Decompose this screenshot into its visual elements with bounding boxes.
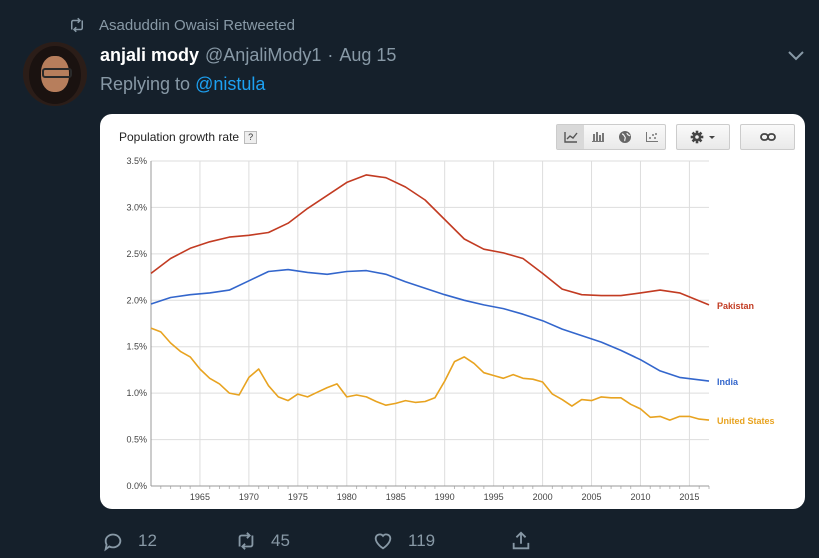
chart-card[interactable]: 1965 1970 1975 1980 1985 1990 1995 2000 2005 2010…	[100, 114, 805, 509]
bar-chart-button[interactable]	[584, 125, 611, 149]
avatar[interactable]	[23, 42, 87, 106]
series-line	[150, 327, 710, 421]
retweet-icon	[71, 17, 83, 33]
like-count: 119	[408, 531, 436, 550]
tweet-header: anjali mody @AnjaliMody1 · Aug 15	[100, 45, 396, 66]
help-icon[interactable]: ?	[244, 130, 258, 144]
share-icon	[512, 531, 530, 550]
share-action[interactable]	[510, 530, 546, 552]
share-link-button[interactable]	[740, 124, 795, 150]
like-action[interactable]: 119	[372, 530, 435, 552]
x-tick-label: 1970	[239, 492, 259, 502]
retweet-count: 45	[271, 531, 290, 550]
series-line	[150, 174, 710, 306]
reply-icon	[104, 533, 122, 552]
y-tick-label: 2.5%	[126, 249, 147, 259]
chart-title-text: Population growth rate	[119, 130, 240, 144]
x-tick-label: 1980	[337, 492, 357, 502]
gear-icon	[690, 130, 715, 144]
heart-icon	[374, 533, 392, 550]
line-chart-button[interactable]	[557, 125, 584, 149]
scatter-icon	[645, 132, 658, 142]
y-tick-label: 1.5%	[126, 342, 147, 352]
author-handle[interactable]: @AnjaliMody1	[205, 45, 322, 65]
mention-link[interactable]: @nistula	[195, 74, 266, 94]
x-tick-label: 2005	[582, 492, 602, 502]
y-tick-label: 1.0%	[126, 388, 147, 398]
y-tick-label: 0.0%	[126, 481, 147, 491]
x-tick-label: 2000	[533, 492, 553, 502]
retweet-action[interactable]: 45	[235, 530, 290, 552]
y-tick-label: 0.5%	[126, 435, 147, 445]
author-name[interactable]: anjali mody	[100, 45, 200, 65]
x-tick-label: 1995	[484, 492, 504, 502]
replying-prefix: Replying to	[100, 74, 196, 94]
population-chart: 1965 1970 1975 1980 1985 1990 1995 2000 2005 2010…	[126, 156, 775, 502]
x-tick-label: 2010	[630, 492, 650, 502]
x-tick-label: 1990	[435, 492, 455, 502]
tweet-actions: 12 45 119	[100, 530, 540, 556]
series-label: India	[717, 377, 739, 387]
reply-action[interactable]: 12	[102, 530, 157, 552]
series-label: Pakistan	[717, 301, 754, 311]
chart-title: Population growth rate ?	[119, 130, 258, 144]
settings-button[interactable]	[676, 124, 730, 150]
chart-type-toolbar	[556, 124, 666, 150]
x-tick-label: 1985	[386, 492, 406, 502]
line-chart-icon	[563, 132, 578, 143]
reply-count: 12	[138, 531, 157, 550]
x-tick-label: 2015	[679, 492, 699, 502]
scatter-button[interactable]	[638, 125, 665, 149]
link-icon	[759, 133, 776, 141]
tweet-date[interactable]: Aug 15	[339, 45, 397, 65]
x-tick-label: 1965	[190, 492, 210, 502]
y-tick-label: 3.5%	[126, 156, 147, 166]
bar-chart-icon	[591, 132, 604, 142]
x-tick-label: 1975	[288, 492, 308, 502]
globe-icon	[618, 131, 631, 143]
separator-dot: ·	[327, 45, 334, 65]
retweet-label: Asaduddin Owaisi Retweeted	[99, 16, 295, 34]
y-tick-label: 3.0%	[126, 202, 147, 212]
map-button[interactable]	[611, 125, 638, 149]
retweet-context: Asaduddin Owaisi Retweeted	[68, 14, 295, 36]
series-line	[150, 268, 710, 382]
retweet-icon	[238, 532, 254, 550]
y-tick-label: 2.0%	[126, 295, 147, 305]
replying-to: Replying to @nistula	[100, 74, 265, 95]
series-label: United States	[717, 416, 775, 426]
chevron-down-icon[interactable]	[786, 48, 806, 64]
